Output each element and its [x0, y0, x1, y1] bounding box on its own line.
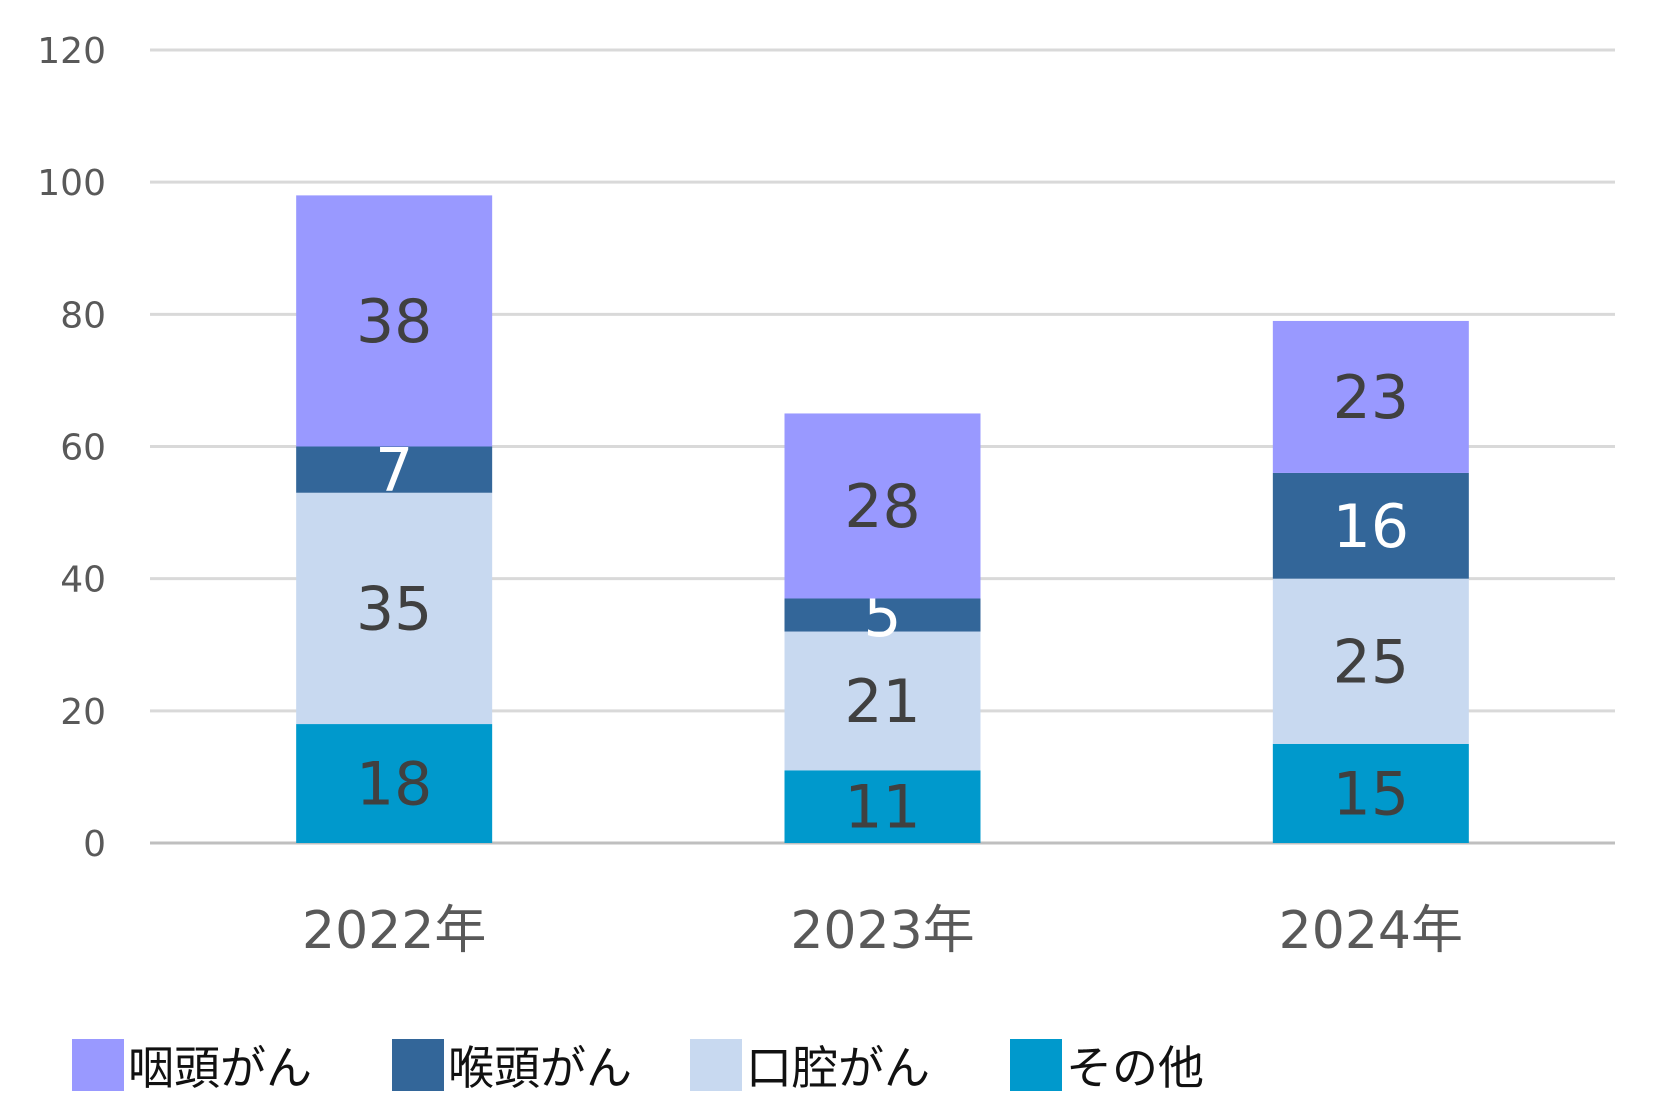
data-label: 7 — [375, 436, 413, 506]
legend-swatch — [392, 1039, 444, 1091]
bar-segment — [784, 770, 981, 843]
legend-item: 咽頭がん — [72, 1030, 312, 1100]
y-tick-label: 100 — [37, 163, 106, 204]
data-label: 15 — [1333, 759, 1409, 829]
data-label: 16 — [1333, 492, 1409, 562]
bar-segment — [296, 446, 493, 493]
x-axis: 2022年 2023年 2024年 — [302, 901, 1463, 961]
bar-segment — [1272, 578, 1469, 744]
data-label: 28 — [844, 472, 920, 542]
bar-segment — [1272, 472, 1469, 579]
legend-label: 咽頭がん — [128, 1041, 312, 1095]
data-label: 18 — [356, 750, 432, 820]
legend-swatch — [690, 1039, 742, 1091]
y-tick-label: 40 — [60, 560, 106, 601]
bar-segment — [1272, 320, 1469, 473]
data-label: 21 — [844, 667, 920, 737]
bar-segment — [1272, 743, 1469, 843]
legend-item: その他 — [1010, 1030, 1204, 1100]
legend-label: 口腔がん — [746, 1041, 930, 1095]
legend-item: 口腔がん — [690, 1030, 930, 1100]
y-tick-label: 60 — [60, 428, 106, 469]
bar-segment — [296, 724, 493, 843]
legend-label: 喉頭がん — [448, 1041, 632, 1095]
legend-swatch — [1010, 1039, 1062, 1091]
bar-segment — [784, 413, 981, 599]
y-tick-label: 80 — [60, 295, 106, 336]
y-tick-label: 120 — [37, 31, 106, 72]
bar-segment — [296, 492, 493, 725]
data-label: 11 — [844, 773, 920, 843]
data-label: 38 — [356, 287, 432, 357]
bar-segment — [784, 631, 981, 771]
y-tick-label: 0 — [83, 824, 106, 865]
data-label: 35 — [356, 574, 432, 644]
x-tick-label: 2022年 — [302, 901, 486, 961]
bar-segment — [784, 598, 981, 632]
legend-swatch — [72, 1039, 124, 1091]
legend-item: 喉頭がん — [392, 1030, 632, 1100]
x-tick-label: 2023年 — [790, 901, 974, 961]
data-label: 25 — [1333, 627, 1409, 697]
y-tick-label: 20 — [60, 692, 106, 733]
bar-segment — [296, 195, 493, 447]
legend-label: その他 — [1066, 1041, 1204, 1095]
x-tick-label: 2024年 — [1279, 901, 1463, 961]
data-label: 23 — [1333, 363, 1409, 433]
legend: 咽頭がん 喉頭がん 口腔がん その他 — [0, 1030, 1653, 1100]
y-axis: 0 20 40 60 80 100 120 — [37, 31, 106, 865]
